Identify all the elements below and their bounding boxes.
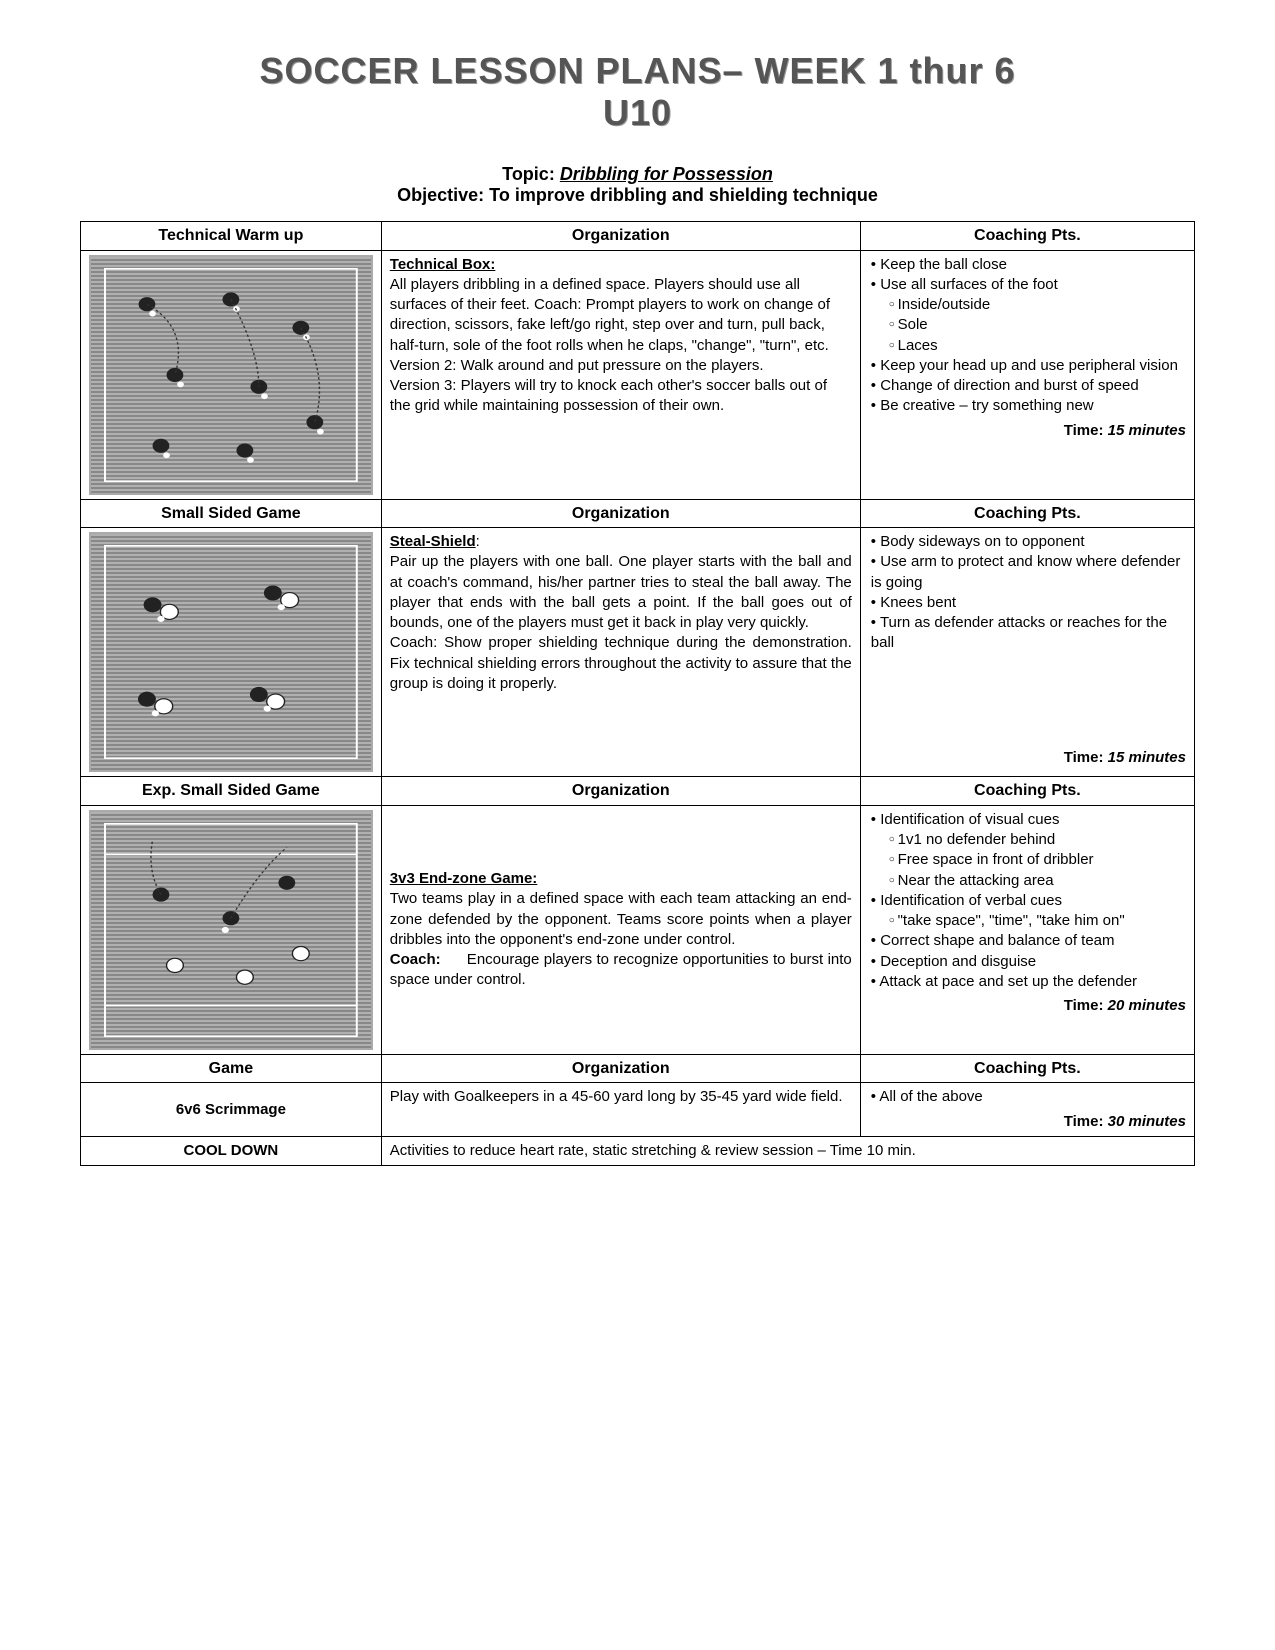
time-value: 30 minutes bbox=[1108, 1113, 1186, 1130]
time-value: 15 minutes bbox=[1108, 749, 1186, 766]
body-row-4: 6v6 Scrimmage Play with Goalkeepers in a… bbox=[81, 1083, 1195, 1137]
desc-body-3b: Encourage players to recognize opportuni… bbox=[390, 951, 856, 988]
main-title-line2: U10 bbox=[80, 92, 1195, 134]
org-cell-4: Play with Goalkeepers in a 45-60 yard lo… bbox=[381, 1083, 860, 1137]
cp-sublist: Inside/outside Sole Laces bbox=[871, 295, 1186, 356]
org-cell-3: 3v3 End-zone Game: Two teams play in a d… bbox=[381, 805, 860, 1054]
cp-item: All of the above bbox=[871, 1087, 1186, 1107]
header-essg: Exp. Small Sided Game bbox=[81, 777, 382, 806]
cp-subitem: "take space", "time", "take him on" bbox=[889, 911, 1186, 931]
diagram-cell-1 bbox=[81, 250, 382, 499]
org-cell-2: Steal-Shield: Pair up the players with o… bbox=[381, 528, 860, 777]
time-label: Time: bbox=[1064, 997, 1108, 1014]
org-cell-1: Technical Box: All players dribbling in … bbox=[381, 250, 860, 499]
header-row-4: Game Organization Coaching Pts. bbox=[81, 1054, 1195, 1083]
desc-coach-label-3: Coach: bbox=[390, 951, 441, 968]
header-row-3: Exp. Small Sided Game Organization Coach… bbox=[81, 777, 1195, 806]
drill-diagram-2 bbox=[89, 532, 373, 772]
cp-item-text: Identification of visual cues bbox=[880, 811, 1059, 828]
cp-item-text: Use all surfaces of the foot bbox=[880, 276, 1058, 293]
cp-item: Deception and disguise bbox=[871, 952, 1186, 972]
cp-item: Be creative – try something new bbox=[871, 396, 1186, 416]
topic-value: Dribbling for Possession bbox=[560, 164, 773, 184]
coach-cell-3: Identification of visual cues 1v1 no def… bbox=[860, 805, 1194, 1054]
header-coach-1: Coaching Pts. bbox=[860, 222, 1194, 251]
cp-item: Identification of verbal cues "take spac… bbox=[871, 891, 1186, 932]
header-org-4: Organization bbox=[381, 1054, 860, 1083]
header-game: Game bbox=[81, 1054, 382, 1083]
header-row-2: Small Sided Game Organization Coaching P… bbox=[81, 499, 1195, 528]
cp-sublist: "take space", "time", "take him on" bbox=[871, 911, 1186, 931]
drill-diagram-1 bbox=[89, 255, 373, 495]
time-label: Time: bbox=[1064, 422, 1108, 439]
cp-sublist: 1v1 no defender behind Free space in fro… bbox=[871, 830, 1186, 891]
desc-body-1: All players dribbling in a defined space… bbox=[390, 276, 830, 415]
topic-label: Topic: bbox=[502, 164, 560, 184]
topic-objective: Topic: Dribbling for Possession Objectiv… bbox=[80, 164, 1195, 206]
desc-title-1: Technical Box: bbox=[390, 256, 496, 273]
time-1: Time: 15 minutes bbox=[869, 421, 1186, 441]
coach-cell-4: All of the above Time: 30 minutes bbox=[860, 1083, 1194, 1137]
diagram-cell-2 bbox=[81, 528, 382, 777]
diagram-cell-3 bbox=[81, 805, 382, 1054]
cp-subitem: Free space in front of dribbler bbox=[889, 850, 1186, 870]
cp-item: Turn as defender attacks or reaches for … bbox=[871, 613, 1186, 654]
body-row-2: Steal-Shield: Pair up the players with o… bbox=[81, 528, 1195, 777]
cp-list-3: Identification of visual cues 1v1 no def… bbox=[869, 810, 1186, 992]
cp-list-1: Keep the ball close Use all surfaces of … bbox=[869, 255, 1186, 417]
cooldown-row: COOL DOWN Activities to reduce heart rat… bbox=[81, 1136, 1195, 1165]
cp-item: Identification of visual cues 1v1 no def… bbox=[871, 810, 1186, 891]
cp-item: Knees bent bbox=[871, 593, 1186, 613]
time-label: Time: bbox=[1064, 749, 1108, 766]
header-ssg: Small Sided Game bbox=[81, 499, 382, 528]
game-name-cell: 6v6 Scrimmage bbox=[81, 1083, 382, 1137]
header-coach-4: Coaching Pts. bbox=[860, 1054, 1194, 1083]
cp-item: Body sideways on to opponent bbox=[871, 532, 1186, 552]
cp-subitem: Laces bbox=[889, 336, 1186, 356]
desc-title-2: Steal-Shield bbox=[390, 533, 476, 550]
cp-item: Change of direction and burst of speed bbox=[871, 376, 1186, 396]
cp-subitem: 1v1 no defender behind bbox=[889, 830, 1186, 850]
body-row-1: Technical Box: All players dribbling in … bbox=[81, 250, 1195, 499]
cooldown-label: COOL DOWN bbox=[81, 1136, 382, 1165]
objective: Objective: To improve dribbling and shie… bbox=[80, 185, 1195, 206]
desc-body-2b: Coach: Show proper shielding technique d… bbox=[390, 634, 852, 692]
cp-item: Keep the ball close bbox=[871, 255, 1186, 275]
desc-body-2: Pair up the players with one ball. One p… bbox=[390, 553, 852, 631]
cp-list-4: All of the above bbox=[869, 1087, 1186, 1107]
coach-cell-1: Keep the ball close Use all surfaces of … bbox=[860, 250, 1194, 499]
time-3: Time: 20 minutes bbox=[869, 996, 1186, 1016]
cp-item: Use all surfaces of the foot Inside/outs… bbox=[871, 275, 1186, 356]
coach-cell-2: Body sideways on to opponent Use arm to … bbox=[860, 528, 1194, 777]
cp-list-2: Body sideways on to opponent Use arm to … bbox=[869, 532, 1186, 654]
cooldown-text: Activities to reduce heart rate, static … bbox=[381, 1136, 1194, 1165]
cp-item-text: Identification of verbal cues bbox=[880, 892, 1062, 909]
header-coach-3: Coaching Pts. bbox=[860, 777, 1194, 806]
cp-subitem: Inside/outside bbox=[889, 295, 1186, 315]
lesson-plan-table: Technical Warm up Organization Coaching … bbox=[80, 221, 1195, 1166]
cp-subitem: Sole bbox=[889, 315, 1186, 335]
header-warmup: Technical Warm up bbox=[81, 222, 382, 251]
title-block: SOCCER LESSON PLANS– WEEK 1 thur 6 U10 bbox=[80, 50, 1195, 134]
cp-subitem: Near the attacking area bbox=[889, 871, 1186, 891]
header-org-2: Organization bbox=[381, 499, 860, 528]
header-org-1: Organization bbox=[381, 222, 860, 251]
time-4: Time: 30 minutes bbox=[869, 1112, 1186, 1132]
desc-title-3: 3v3 End-zone Game: bbox=[390, 870, 538, 887]
cp-item: Correct shape and balance of team bbox=[871, 931, 1186, 951]
time-label: Time: bbox=[1064, 1113, 1108, 1130]
header-row-1: Technical Warm up Organization Coaching … bbox=[81, 222, 1195, 251]
time-value: 15 minutes bbox=[1108, 422, 1186, 439]
body-row-3: 3v3 End-zone Game: Two teams play in a d… bbox=[81, 805, 1195, 1054]
cp-item: Use arm to protect and know where defend… bbox=[871, 552, 1186, 593]
drill-diagram-3 bbox=[89, 810, 373, 1050]
desc-body-3: Two teams play in a defined space with e… bbox=[390, 890, 852, 948]
cp-item: Attack at pace and set up the defender bbox=[871, 972, 1186, 992]
time-2: Time: 15 minutes bbox=[869, 748, 1186, 768]
header-org-3: Organization bbox=[381, 777, 860, 806]
time-value: 20 minutes bbox=[1108, 997, 1186, 1014]
cp-item: Keep your head up and use peripheral vis… bbox=[871, 356, 1186, 376]
main-title-line1: SOCCER LESSON PLANS– WEEK 1 thur 6 bbox=[80, 50, 1195, 92]
header-coach-2: Coaching Pts. bbox=[860, 499, 1194, 528]
